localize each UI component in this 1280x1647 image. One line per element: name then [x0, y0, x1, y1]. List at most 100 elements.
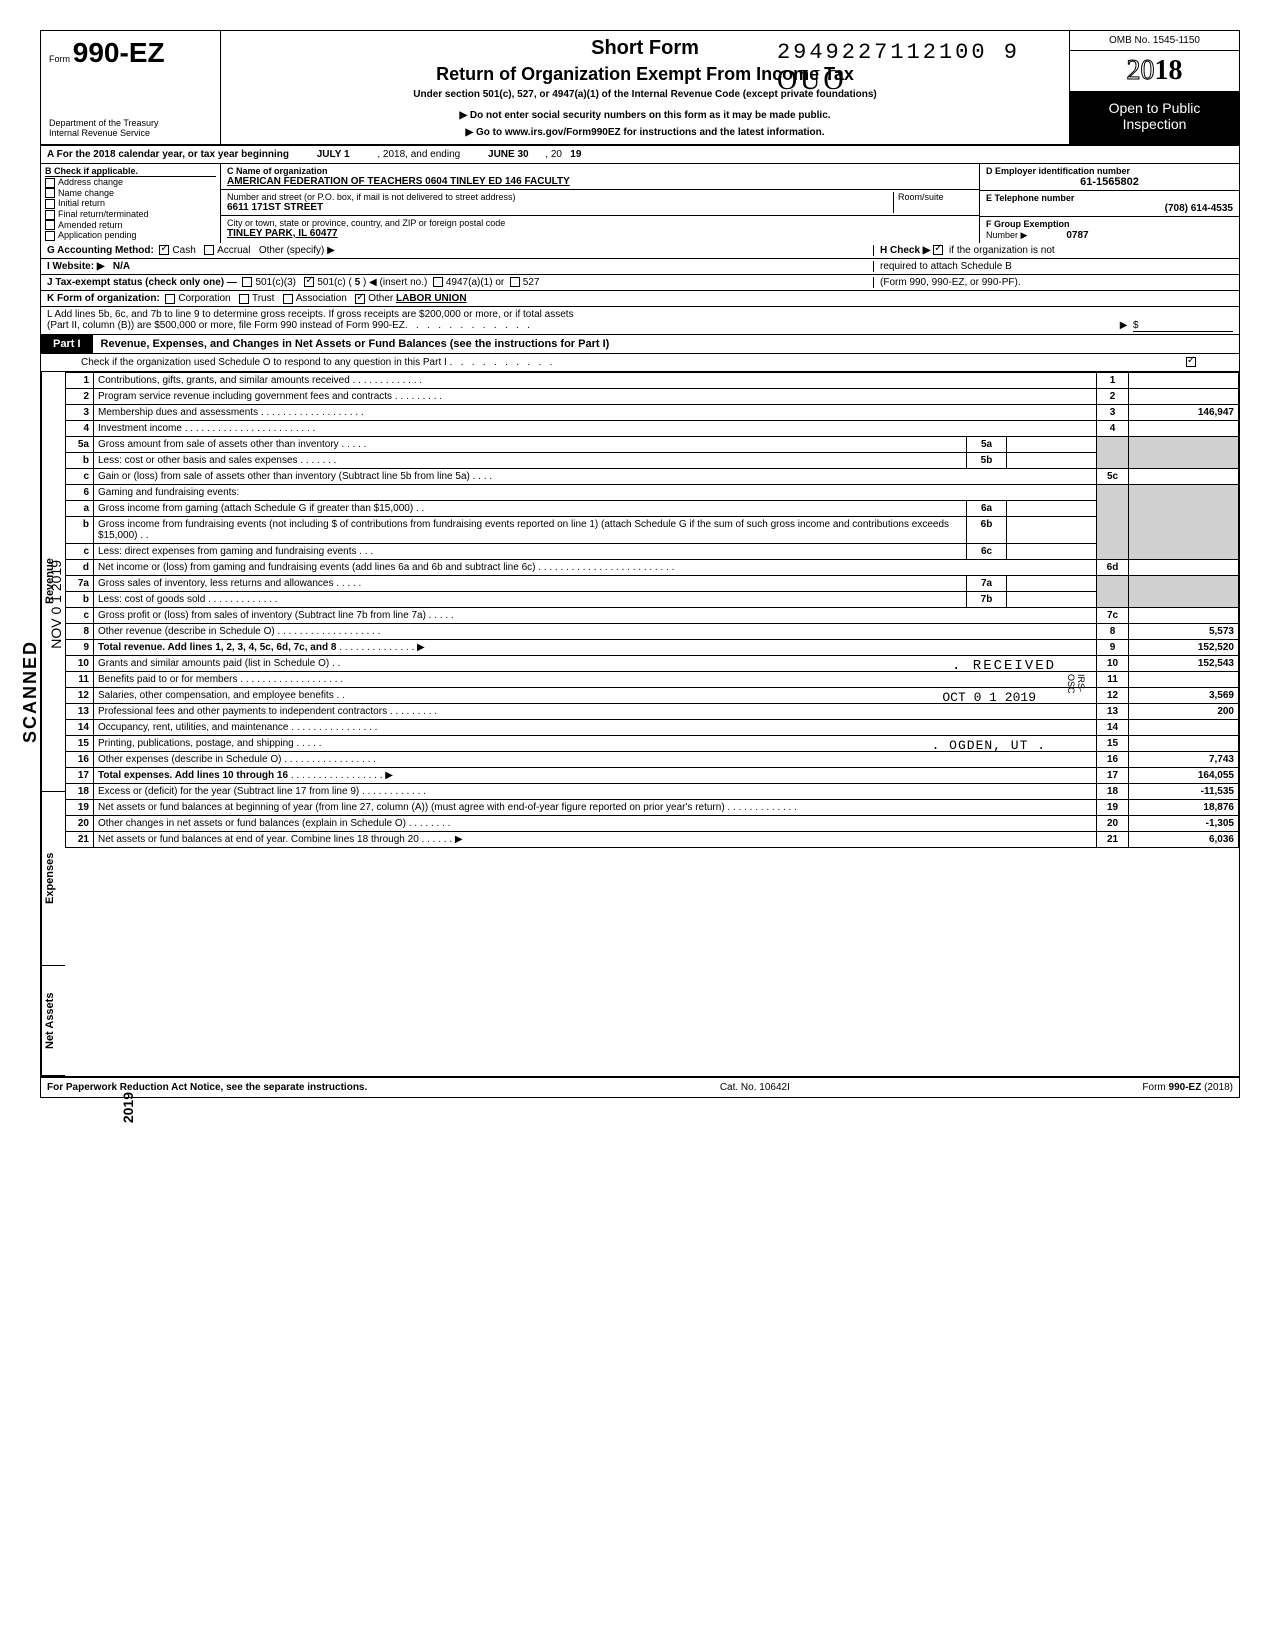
table-row: 3Membership dues and assessments . . . .… — [66, 405, 1239, 421]
check-initial-return[interactable] — [45, 199, 55, 209]
line-k: K Form of organization: Corporation Trus… — [41, 291, 1239, 307]
table-row: 17Total expenses. Add lines 10 through 1… — [66, 768, 1239, 784]
side-label-expenses: Expenses — [41, 792, 65, 966]
website: N/A — [113, 261, 130, 272]
group-exemption-number: 0787 — [1066, 230, 1088, 241]
check-cash[interactable] — [159, 245, 169, 255]
phone: (708) 614-4535 — [986, 203, 1233, 214]
check-corporation[interactable] — [165, 294, 175, 304]
footer-year-stamp: 2019 — [120, 1092, 136, 1123]
scanned-stamp: SCANNED — [20, 640, 41, 743]
subtitle-ssn: ▶ Do not enter social security numbers o… — [231, 110, 1059, 121]
form-header: Form 990-EZ Department of the Treasury I… — [41, 31, 1239, 146]
table-row: 14Occupancy, rent, utilities, and mainte… — [66, 720, 1239, 736]
city-label: City or town, state or province, country… — [227, 218, 973, 228]
b-label: B Check if applicable. — [45, 166, 216, 177]
table-row: 21Net assets or fund balances at end of … — [66, 832, 1239, 848]
catalog-number: Cat. No. 10642I — [720, 1082, 790, 1093]
room-suite-label: Room/suite — [893, 192, 973, 213]
table-row: 13Professional fees and other payments t… — [66, 704, 1239, 720]
table-row: cGross profit or (loss) from sales of in… — [66, 608, 1239, 624]
table-row: 9Total revenue. Add lines 1, 2, 3, 4, 5c… — [66, 640, 1239, 656]
received-stamp-city: . OGDEN, UT . — [932, 738, 1046, 753]
part-1-header: Part I Revenue, Expenses, and Changes in… — [41, 335, 1239, 354]
check-address-change[interactable] — [45, 178, 55, 188]
dept-treasury: Department of the Treasury — [49, 118, 212, 128]
line-i: I Website: ▶ N/A — [47, 261, 873, 272]
part-1-label: Part I — [41, 335, 93, 353]
revenue-expense-table: 1Contributions, gifts, grants, and simil… — [65, 372, 1239, 848]
excess-deficit: -11,535 — [1129, 784, 1239, 800]
table-row: 20Other changes in net assets or fund ba… — [66, 816, 1239, 832]
table-row: 5aGross amount from sale of assets other… — [66, 437, 1239, 453]
line-j: J Tax-exempt status (check only one) — 5… — [47, 277, 873, 288]
part-1-check-line: Check if the organization used Schedule … — [41, 354, 1239, 372]
table-row: 2Program service revenue including gover… — [66, 389, 1239, 405]
section-b: B Check if applicable. Address change Na… — [41, 164, 221, 243]
net-assets-begin: 18,876 — [1129, 800, 1239, 816]
table-row: 6Gaming and fundraising events: — [66, 485, 1239, 501]
table-row: 7aGross sales of inventory, less returns… — [66, 576, 1239, 592]
subtitle-url: ▶ Go to www.irs.gov/Form990EZ for instru… — [231, 127, 1059, 138]
line-h: H Check ▶ if the organization is not — [873, 245, 1233, 256]
check-application-pending[interactable] — [45, 231, 55, 241]
check-trust[interactable] — [239, 294, 249, 304]
table-row: 16Other expenses (describe in Schedule O… — [66, 752, 1239, 768]
form-footer: For Paperwork Reduction Act Notice, see … — [41, 1076, 1239, 1097]
c-label: C Name of organization — [227, 166, 973, 176]
membership-dues: 146,947 — [1129, 405, 1239, 421]
501c-insert-no: 5 — [355, 277, 361, 288]
total-revenue: 152,520 — [1129, 640, 1239, 656]
f-label: F Group Exemption — [986, 219, 1070, 229]
table-row: 12Salaries, other compensation, and empl… — [66, 688, 1239, 704]
check-501c3[interactable] — [242, 277, 252, 287]
org-name: AMERICAN FEDERATION OF TEACHERS 0604 TIN… — [227, 176, 973, 187]
salaries: 3,569 — [1129, 688, 1239, 704]
professional-fees: 200 — [1129, 704, 1239, 720]
section-def: D Employer identification number 61-1565… — [979, 164, 1239, 243]
net-assets-end: 6,036 — [1129, 832, 1239, 848]
side-label-revenue: Revenue — [41, 372, 65, 792]
form-990ez: Form 990-EZ Department of the Treasury I… — [40, 30, 1240, 1098]
table-row: 19Net assets or fund balances at beginni… — [66, 800, 1239, 816]
check-501c[interactable] — [304, 277, 314, 287]
table-row: aGross income from gaming (attach Schedu… — [66, 501, 1239, 517]
form-number: 990-EZ — [73, 37, 165, 68]
form-ref: Form 990-EZ (2018) — [1142, 1082, 1233, 1093]
check-527[interactable] — [510, 277, 520, 287]
d-label: D Employer identification number — [986, 166, 1233, 176]
form-prefix: Form — [49, 54, 70, 64]
hand-initials: OUO — [777, 65, 847, 96]
table-row: cLess: direct expenses from gaming and f… — [66, 544, 1239, 560]
check-final-return[interactable] — [45, 210, 55, 220]
table-row: bGross income from fundraising events (n… — [66, 517, 1239, 544]
other-expenses: 7,743 — [1129, 752, 1239, 768]
street-label: Number and street (or P.O. box, if mail … — [227, 192, 893, 202]
table-row: 4Investment income . . . . . . . . . . .… — [66, 421, 1239, 437]
check-amended-return[interactable] — [45, 220, 55, 230]
year-end: JUNE 30 — [488, 149, 529, 160]
line-l: L Add lines 5b, 6c, and 7b to line 9 to … — [41, 307, 1239, 335]
check-4947[interactable] — [433, 277, 443, 287]
other-org-type: LABOR UNION — [396, 293, 467, 304]
check-schedule-o-part1[interactable] — [1186, 357, 1196, 367]
year-begin: JULY 1 — [317, 149, 350, 160]
check-name-change[interactable] — [45, 188, 55, 198]
e-label: E Telephone number — [986, 193, 1233, 203]
open-to-public: Open to Public Inspection — [1070, 92, 1239, 144]
check-accrual[interactable] — [204, 245, 214, 255]
section-c: C Name of organization AMERICAN FEDERATI… — [221, 164, 979, 243]
dept-irs: Internal Revenue Service — [49, 128, 212, 138]
table-row: 11Benefits paid to or for members . . . … — [66, 672, 1239, 688]
check-association[interactable] — [283, 294, 293, 304]
check-schedule-b[interactable] — [933, 245, 943, 255]
side-label-net-assets: Net Assets — [41, 966, 65, 1076]
table-row: cGain or (loss) from sale of assets othe… — [66, 469, 1239, 485]
table-row: 15Printing, publications, postage, and s… — [66, 736, 1239, 752]
dln-stamp: 2949227112100 9 OUO — [777, 40, 1020, 97]
table-row: 18Excess or (deficit) for the year (Subt… — [66, 784, 1239, 800]
check-other-org[interactable] — [355, 294, 365, 304]
tax-year: 2018 — [1070, 51, 1239, 92]
gross-receipts: $ — [1133, 320, 1233, 332]
table-row: 8Other revenue (describe in Schedule O) … — [66, 624, 1239, 640]
